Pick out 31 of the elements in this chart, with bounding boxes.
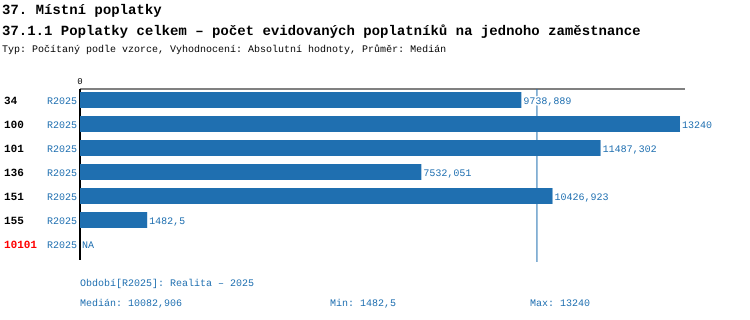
chart-subtitle: 37.1.1 Poplatky celkem – počet evidovaných poplatníků na jednoho zaměstnance — [2, 24, 641, 40]
text: R2025 — [47, 145, 78, 156]
text: Medián: 10082,906 — [80, 298, 182, 310]
y-tick-label: 101 — [4, 144, 24, 156]
text: R2025 — [47, 121, 78, 132]
text: R2025 — [47, 241, 78, 252]
y-tick-label: 10101 — [4, 240, 38, 252]
data-label: 1482,5 — [149, 217, 186, 228]
text: Období[R2025]: Realita – 2025 — [80, 278, 254, 290]
bar — [80, 212, 148, 228]
data-label: 11487,302 — [602, 145, 657, 156]
y-tick-label: 151 — [4, 192, 24, 204]
text: Min: 1482,5 — [330, 298, 396, 310]
chart-title: 37. Místní poplatky — [2, 3, 162, 19]
text: Typ: Počítaný podle vzorce, Vyhodnocení: Absolutní hodnoty, Průměr: Medián — [2, 44, 446, 56]
text: NA — [82, 241, 94, 252]
text: 0 — [77, 77, 83, 87]
y-tick-label: 100 — [4, 120, 24, 132]
bar — [80, 164, 422, 180]
text: R2025 — [47, 193, 78, 204]
y-tick-label: 136 — [4, 168, 24, 180]
y-tick-label: 155 — [4, 216, 24, 228]
text: R2025 — [47, 217, 78, 228]
text: R2025 — [47, 169, 78, 180]
data-label: 10426,923 — [554, 193, 609, 204]
data-label: 7532,051 — [423, 169, 472, 180]
bar — [80, 92, 522, 108]
text: Max: 13240 — [530, 299, 590, 310]
data-label: 13240 — [682, 121, 712, 132]
series-label: R2025 — [47, 97, 78, 108]
y-tick-label: 34 — [4, 96, 18, 108]
